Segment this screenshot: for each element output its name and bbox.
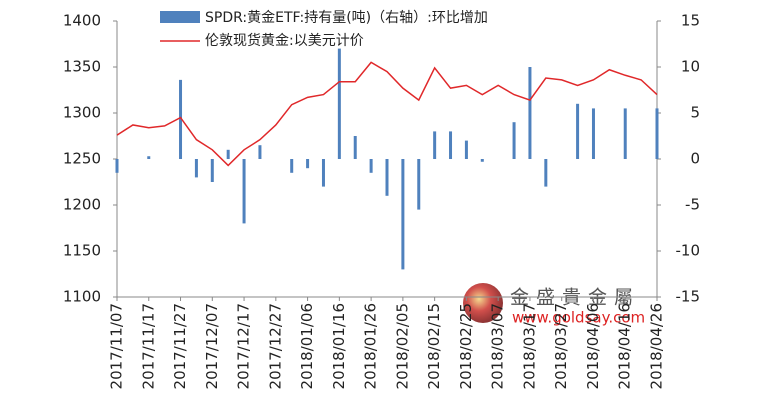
y2-tick-label: 5 [690,104,700,122]
bar [306,159,310,169]
x-tick-label: 2018/02/15 [425,303,443,389]
watermark: 金盛貴金屬 www.goldsay.com [463,283,645,327]
y2-tick-label: 10 [681,58,700,76]
x-tick-label: 2018/01/06 [298,303,316,389]
y-tick-label: 1150 [63,242,101,260]
bar [337,48,341,159]
x-tick-label: 2017/12/27 [266,303,284,389]
bar [385,159,389,196]
bar [115,159,119,173]
y2-tick-label: -15 [676,288,701,306]
x-tick-label: 2017/11/17 [139,303,157,389]
watermark-url: www.goldsay.com [512,309,645,327]
bar [258,145,262,159]
bar [194,159,198,178]
y-tick-label: 1350 [63,58,101,76]
x-tick-label: 2017/11/27 [171,303,189,389]
x-tick-label: 2018/04/06 [584,303,602,389]
bar [210,159,214,182]
legend-label: SPDR:黄金ETF:持有量(吨)（右轴）:环比增加 [205,9,488,26]
bar [179,79,183,159]
bar [321,159,325,187]
logo [463,283,503,323]
bar [226,149,230,159]
x-tick-label: 2018/04/16 [616,303,634,389]
bar [290,159,294,173]
legend-swatch-bar [160,11,200,23]
x-tick-label: 2018/03/27 [552,303,570,389]
bar [576,103,580,159]
bar [242,159,246,224]
x-tick-label: 2018/02/25 [457,303,475,389]
bar [464,140,468,159]
x-tick-label: 2018/02/05 [393,303,411,389]
bar [655,108,659,159]
bar [401,159,405,270]
x-tick-label: 2017/12/07 [203,303,221,389]
y-tick-label: 1200 [63,196,101,214]
y2-tick-label: -5 [685,196,700,214]
y-tick-label: 1100 [63,288,101,306]
bar [369,159,373,173]
bar [480,159,484,162]
x-tick-label: 2018/01/26 [362,303,380,389]
x-tick-label: 2017/11/07 [108,303,126,389]
x-tick-label: 2017/12/17 [235,303,253,389]
x-tick-label: 2018/03/17 [520,303,538,389]
y2-tick-label: 15 [681,12,700,30]
y-tick-label: 1400 [63,12,101,30]
bar [433,131,437,159]
x-tick-label: 2018/04/26 [648,303,666,389]
bar [449,131,453,159]
y-tick-label: 1300 [63,104,101,122]
y-tick-label: 1250 [63,150,101,168]
line [116,61,658,167]
bar [417,159,421,210]
y2-tick-label: -10 [676,242,701,260]
x-tick-label: 2018/03/07 [489,303,507,389]
x-tick-label: 2018/01/16 [330,303,348,389]
bar [147,156,151,159]
bar [528,67,532,159]
bar [544,159,548,187]
bar [353,136,357,159]
bar [623,108,627,159]
bar [591,108,595,159]
legend-label: 伦敦现货黄金:以美元计价 [205,32,364,49]
bar [512,122,516,159]
y2-tick-label: 0 [690,150,700,168]
